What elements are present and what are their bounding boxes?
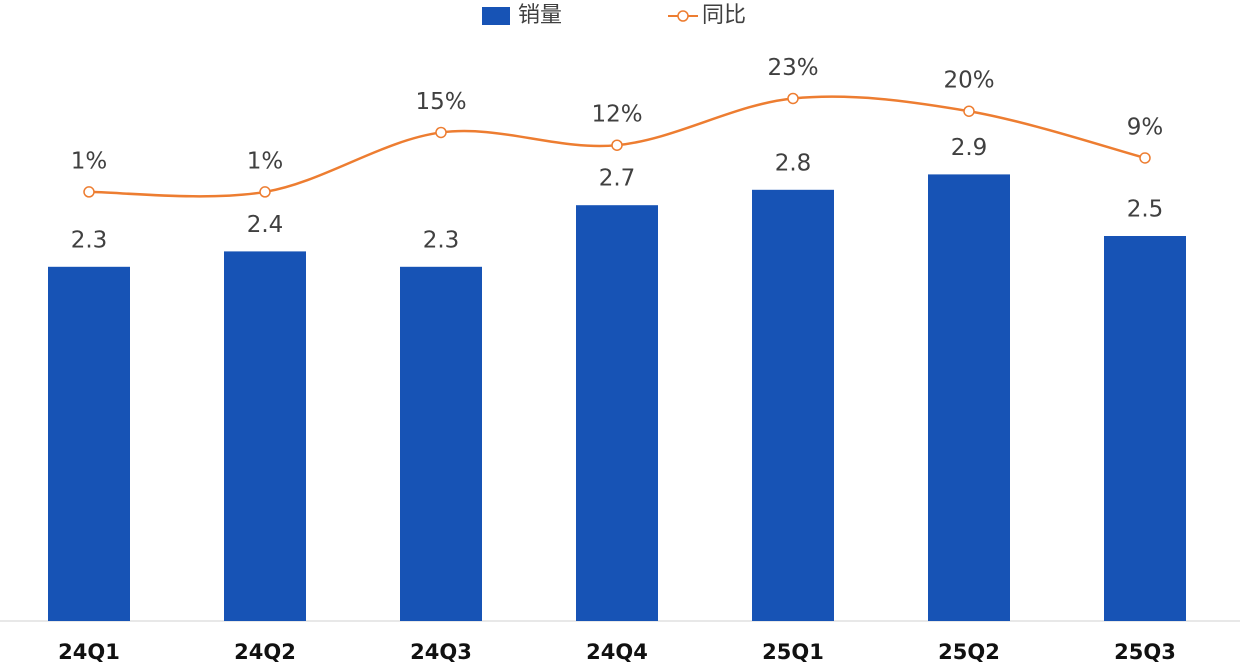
bar xyxy=(400,266,482,621)
bar xyxy=(928,174,1010,621)
x-tick-label: 24Q1 xyxy=(58,640,120,664)
data-label: 9% xyxy=(1127,114,1164,140)
line-marker xyxy=(787,92,799,105)
line-marker xyxy=(83,186,95,198)
data-label: 2.5 xyxy=(1127,197,1164,223)
line-marker xyxy=(611,139,623,151)
x-tick-label: 25Q2 xyxy=(938,640,1000,664)
bar xyxy=(1104,236,1186,621)
data-label: 15% xyxy=(415,89,466,115)
legend-marker xyxy=(677,10,689,22)
bar xyxy=(576,205,658,621)
legend-label: 同比 xyxy=(702,3,746,28)
data-label: 2.4 xyxy=(247,212,284,238)
legend-label: 销量 xyxy=(518,3,562,28)
data-label: 23% xyxy=(767,55,818,81)
data-label: 1% xyxy=(71,148,108,174)
bar xyxy=(752,189,834,622)
x-tick-label: 24Q3 xyxy=(410,640,472,664)
line-marker xyxy=(1139,152,1151,164)
x-tick-label: 24Q4 xyxy=(586,640,648,664)
line-marker xyxy=(963,105,975,117)
data-label: 20% xyxy=(943,68,994,94)
data-label: 2.3 xyxy=(71,227,108,253)
line-marker xyxy=(259,186,271,198)
x-tick-label: 25Q1 xyxy=(762,640,824,664)
data-label: 1% xyxy=(247,148,284,174)
line-marker xyxy=(435,126,447,139)
x-tick-label: 25Q3 xyxy=(1114,640,1176,664)
bar xyxy=(48,266,130,621)
data-label: 2.8 xyxy=(775,150,812,176)
data-label: 12% xyxy=(591,102,642,128)
data-label: 2.9 xyxy=(951,135,988,161)
data-label: 2.7 xyxy=(599,166,636,192)
x-tick-label: 24Q2 xyxy=(234,640,296,664)
data-label: 2.3 xyxy=(423,227,460,253)
legend-swatch xyxy=(482,7,510,25)
bar xyxy=(224,251,306,621)
